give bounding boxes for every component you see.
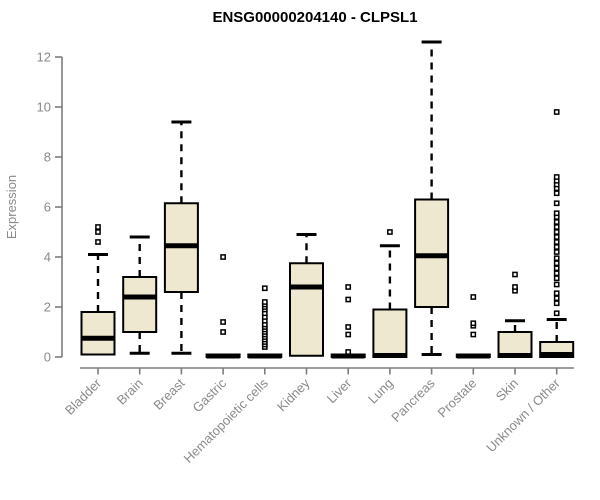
outlier-point — [220, 319, 226, 325]
median-line — [290, 284, 323, 290]
outlier-point — [553, 200, 560, 207]
x-tick-label-skin: Skin — [493, 376, 521, 404]
median-line — [540, 352, 574, 357]
box-bladder — [80, 224, 116, 356]
box-prostate — [455, 294, 491, 359]
box-brain — [122, 235, 158, 355]
outlier-point — [387, 229, 393, 235]
plot-area: 0 2 4 6 8 10 12 Expression Bladder Brain Breast Gas… — [4, 40, 575, 466]
outlier-point — [553, 290, 560, 297]
outlier-point — [553, 219, 560, 225]
median-line — [164, 243, 198, 249]
outlier-point — [345, 296, 352, 303]
x-tick-label-unknown-other: Unknown / Other — [483, 375, 563, 455]
median-line — [331, 353, 365, 359]
box-liver — [330, 284, 366, 359]
outlier-point — [553, 249, 560, 255]
box-hematopoietic-cells — [247, 285, 283, 359]
box-skin — [497, 271, 533, 358]
x-tick-label-pancreas: Pancreas — [388, 375, 438, 425]
y-tick-label: 12 — [37, 50, 51, 65]
chart-title: ENSG00000204140 - CLPSL1 — [212, 9, 417, 26]
x-tick-label-liver: Liver — [324, 375, 355, 406]
median-line — [456, 353, 490, 359]
outlier-point — [553, 270, 560, 277]
x-tick-label-breast: Breast — [150, 375, 187, 412]
outlier-point — [553, 190, 560, 197]
outlier-point — [553, 239, 560, 245]
x-tick-label-gastric: Gastric — [190, 375, 230, 415]
x-tick-label-kidney: Kidney — [274, 375, 313, 414]
outlier-point — [345, 331, 352, 338]
y-tick-label: 2 — [44, 300, 51, 315]
outlier-point — [553, 229, 560, 235]
iqr-box — [289, 262, 324, 357]
iqr-box — [122, 276, 158, 333]
y-tick-label: 4 — [44, 250, 51, 265]
outlier-point — [553, 260, 560, 267]
iqr-box — [497, 331, 533, 358]
outlier-point — [553, 244, 560, 250]
outlier-point — [553, 295, 560, 302]
x-tick-label-brain: Brain — [114, 376, 146, 408]
outlier-point — [553, 234, 560, 240]
y-tick-label: 10 — [37, 100, 51, 115]
outlier-point — [470, 331, 477, 338]
y-tick-label: 8 — [44, 150, 51, 165]
iqr-box — [80, 311, 116, 356]
outlier-point — [345, 284, 352, 290]
box-unknown-other — [539, 109, 575, 358]
outlier-point — [553, 109, 560, 115]
box-pancreas — [414, 40, 450, 356]
outlier-point — [553, 275, 560, 282]
y-axis: 0 2 4 6 8 10 12 Expression — [4, 50, 63, 365]
outlier-point — [553, 281, 560, 288]
y-tick-label: 0 — [44, 350, 51, 365]
x-tick-label-bladder: Bladder — [62, 375, 105, 418]
box-gastric — [205, 254, 241, 359]
box-lung — [372, 229, 408, 358]
outlier-point — [512, 271, 518, 278]
y-axis-title: Expression — [4, 175, 19, 239]
outlier-point — [95, 229, 101, 235]
median-line — [81, 335, 115, 341]
x-tick-label-lung: Lung — [365, 376, 396, 407]
outlier-point — [553, 224, 560, 230]
median-line — [415, 253, 449, 259]
outlier-point — [345, 349, 352, 355]
outlier-point — [553, 255, 560, 262]
box-kidney — [289, 233, 324, 357]
x-tick-label-prostate: Prostate — [435, 376, 480, 421]
outlier-point — [345, 324, 352, 330]
median-line — [498, 353, 532, 358]
outlier-point — [220, 254, 226, 260]
y-tick-label: 6 — [44, 200, 51, 215]
median-line — [123, 294, 157, 300]
outlier-point — [470, 294, 477, 300]
median-line — [248, 353, 282, 359]
outlier-point — [220, 329, 226, 335]
outlier-point — [553, 310, 560, 317]
outlier-point — [553, 265, 560, 272]
outlier-point — [553, 210, 560, 217]
outlier-point — [512, 284, 518, 290]
median-line — [373, 353, 407, 358]
median-line — [206, 353, 240, 359]
outlier-point — [95, 239, 101, 245]
outlier-point — [261, 299, 268, 305]
outlier-point — [553, 300, 560, 307]
outlier-point — [470, 320, 477, 327]
box-breast — [163, 120, 199, 355]
outlier-point — [95, 224, 101, 230]
iqr-box — [372, 308, 408, 358]
outlier-point — [261, 285, 268, 292]
outlier-point — [553, 174, 560, 180]
